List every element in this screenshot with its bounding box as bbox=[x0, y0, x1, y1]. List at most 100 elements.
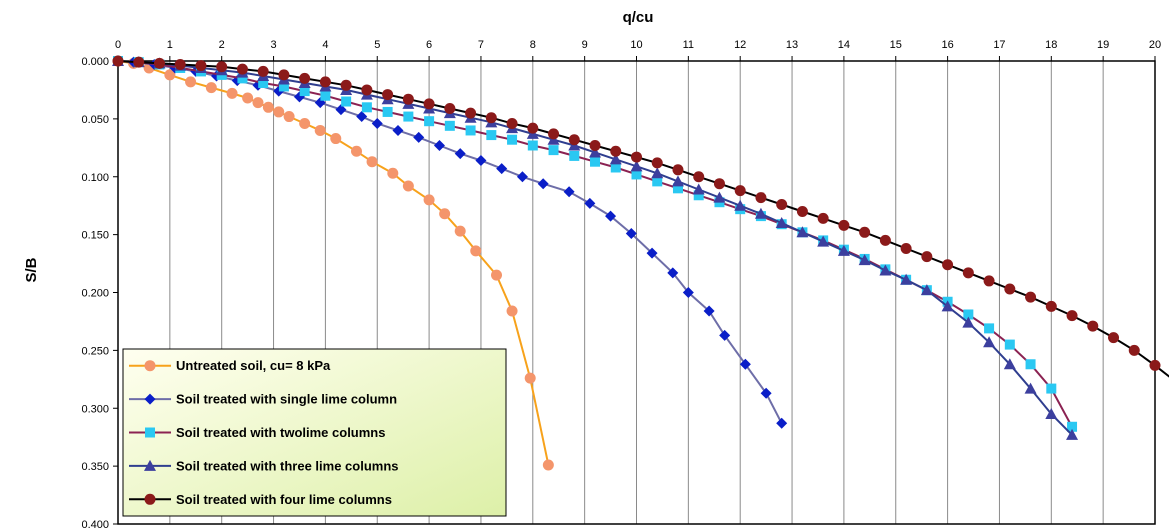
series-4-point bbox=[692, 183, 705, 195]
series-4-point bbox=[1003, 358, 1016, 370]
legend-swatch-marker bbox=[144, 360, 156, 372]
legend-label: Soil treated with twolime columns bbox=[176, 425, 385, 440]
series-5-point bbox=[402, 93, 414, 105]
series-5-point bbox=[133, 56, 145, 68]
series-2-line bbox=[117, 60, 783, 424]
series-4-point bbox=[589, 146, 602, 158]
x-tick-label: 3 bbox=[270, 39, 276, 51]
series-4-point bbox=[817, 235, 830, 247]
series-3-point bbox=[403, 111, 414, 122]
series-5-point bbox=[361, 84, 373, 96]
x-tick-label: 0 bbox=[115, 39, 121, 51]
series-3-point bbox=[527, 140, 538, 151]
series-3-point bbox=[507, 134, 518, 145]
series-3-point bbox=[382, 106, 393, 117]
series-4-point bbox=[713, 191, 726, 203]
x-tick-label: 15 bbox=[890, 39, 902, 51]
series-5-point bbox=[382, 89, 394, 101]
series-3-point bbox=[1046, 383, 1057, 394]
x-tick-label: 16 bbox=[941, 39, 953, 51]
series-2-point bbox=[563, 186, 575, 198]
series-5-point bbox=[444, 102, 456, 114]
series-5-point bbox=[1066, 310, 1078, 322]
y-tick-label: 0.400 bbox=[81, 519, 109, 531]
series-3-point bbox=[672, 183, 683, 194]
y-tick-label: 0.300 bbox=[81, 403, 109, 415]
series-1-point bbox=[330, 133, 342, 145]
series-4-point bbox=[858, 254, 871, 266]
series-5-point bbox=[1128, 344, 1140, 356]
series-5-point bbox=[921, 251, 933, 263]
series-5-point bbox=[1004, 283, 1016, 295]
series-4-point bbox=[754, 207, 767, 219]
x-tick-label: 19 bbox=[1097, 39, 1109, 51]
series-5-point bbox=[278, 69, 290, 81]
x-tick-label: 12 bbox=[734, 39, 746, 51]
series-4-point bbox=[1045, 408, 1058, 420]
legend-label: Soil treated with three lime columns bbox=[176, 458, 399, 473]
legend-item-3: Soil treated with twolime columns bbox=[129, 425, 385, 440]
series-2-point bbox=[776, 417, 788, 429]
series-5-point bbox=[174, 58, 186, 70]
legend-item-5: Soil treated with four lime columns bbox=[129, 492, 392, 507]
series-2-point bbox=[454, 148, 466, 160]
legend-label: Soil treated with four lime columns bbox=[176, 492, 392, 507]
series-5-point bbox=[693, 171, 705, 183]
series-3-point bbox=[610, 162, 621, 173]
series-2-point bbox=[371, 118, 383, 130]
series-4-point bbox=[837, 244, 850, 256]
series-3-point bbox=[278, 81, 289, 92]
series-3-point bbox=[1067, 421, 1078, 432]
series-1-point bbox=[262, 101, 274, 113]
series-1-point bbox=[470, 245, 482, 257]
series-5-point bbox=[631, 151, 642, 163]
legend-box bbox=[122, 348, 507, 517]
series-3-point bbox=[984, 323, 995, 334]
series-2-point bbox=[625, 227, 637, 239]
series-1-point bbox=[314, 124, 326, 136]
series-3-point bbox=[258, 77, 269, 88]
series-1 bbox=[112, 55, 554, 471]
series-4-point bbox=[630, 160, 643, 172]
series-5-point bbox=[112, 55, 124, 67]
series-5-point bbox=[755, 192, 767, 204]
series-4-point bbox=[734, 199, 747, 211]
series-1-point bbox=[423, 194, 435, 206]
series-3-point bbox=[1004, 339, 1015, 350]
series-2-point bbox=[605, 210, 617, 222]
series-3-point bbox=[444, 120, 455, 131]
series-5-point bbox=[672, 164, 684, 176]
series-2-point bbox=[703, 305, 715, 317]
series-5-point bbox=[299, 72, 311, 84]
y-tick-labels: 0.000 0.050 0.100 0.150 0.200 0.250 0.300 0.350… bbox=[81, 56, 118, 531]
series-5-point bbox=[942, 259, 954, 271]
series-5-point bbox=[195, 60, 207, 72]
series-2-point bbox=[475, 155, 487, 167]
y-tick-label: 0.150 bbox=[81, 230, 109, 242]
grid-lines bbox=[169, 61, 1104, 524]
series-5-point bbox=[900, 243, 912, 255]
series-5-point bbox=[485, 112, 497, 124]
series-5-point bbox=[776, 199, 788, 211]
series-5-point bbox=[838, 219, 850, 231]
series-5-point bbox=[153, 57, 165, 69]
series-5-point bbox=[465, 107, 477, 119]
series-3-point bbox=[963, 309, 974, 320]
x-tick-label: 14 bbox=[838, 39, 850, 51]
series-3-point bbox=[1025, 359, 1036, 370]
series-2-point bbox=[335, 104, 347, 116]
y-tick-label: 0.350 bbox=[81, 461, 109, 473]
series-5-point bbox=[1149, 359, 1161, 371]
series-5-point bbox=[734, 185, 746, 197]
series-2-point bbox=[537, 178, 549, 190]
x-tick-label: 4 bbox=[322, 39, 328, 51]
series-3-point bbox=[693, 190, 704, 201]
legend-swatch-marker bbox=[144, 493, 156, 505]
x-tick-label: 17 bbox=[993, 39, 1005, 51]
x-tick-label: 8 bbox=[530, 39, 536, 51]
series-1-point bbox=[351, 145, 363, 157]
y-tick-label: 0.250 bbox=[81, 345, 109, 357]
series-5-point bbox=[1108, 332, 1120, 344]
series-5-point bbox=[216, 61, 228, 73]
series-3-point bbox=[299, 86, 310, 97]
